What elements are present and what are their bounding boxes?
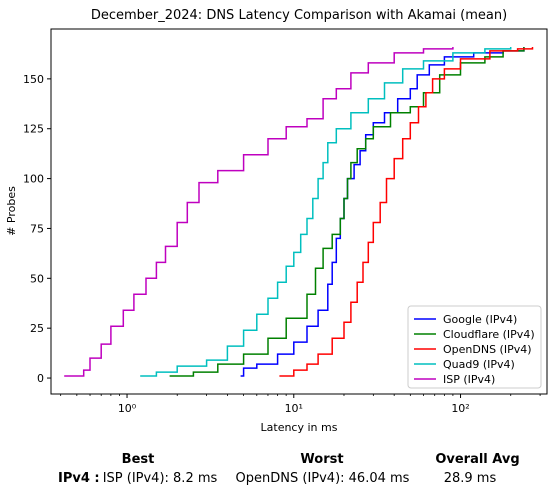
y-tick-label: 25	[30, 322, 44, 335]
y-tick-label: 150	[23, 73, 44, 86]
y-tick-label: 50	[30, 272, 44, 285]
overall-avg-header: Overall Avg	[435, 452, 520, 467]
chart-title: December_2024: DNS Latency Comparison wi…	[91, 8, 507, 23]
best-value: ISP (IPv4): 8.2 ms	[102, 471, 218, 486]
overall-avg-value: 28.9 ms	[443, 471, 497, 486]
legend-label: OpenDNS (IPv4)	[443, 343, 532, 356]
y-tick-label: 75	[30, 222, 44, 235]
x-tick-label: 10²	[451, 402, 469, 415]
x-axis-label: Latency in ms	[261, 421, 338, 434]
legend: Google (IPv4) Cloudflare (IPv4) OpenDNS (I…	[407, 305, 542, 389]
worst-header: Worst	[300, 452, 344, 467]
legend-label: Cloudflare (IPv4)	[443, 328, 535, 341]
legend-label: Quad9 (IPv4)	[443, 358, 515, 371]
legend-label: ISP (IPv4)	[443, 373, 495, 386]
series-line-3	[279, 47, 534, 377]
y-tick-label: 0	[37, 372, 44, 385]
legend-label: Google (IPv4)	[443, 313, 517, 326]
series-line-2	[169, 47, 525, 377]
y-tick-label: 100	[23, 173, 44, 186]
x-tick-label: 10¹	[285, 402, 303, 415]
y-tick-label: 125	[23, 123, 44, 136]
x-tick-label: 10⁰	[118, 402, 137, 415]
y-axis-label: # Probes	[5, 186, 18, 236]
series-line-1	[240, 47, 525, 377]
ipv4-row-label: IPv4 :	[58, 471, 100, 486]
best-header: Best	[121, 452, 155, 467]
series-line-5	[64, 47, 454, 377]
plot-frame	[50, 28, 548, 395]
latency-chart: December_2024: DNS Latency Comparison wi…	[5, 8, 548, 434]
series-line-4	[140, 47, 512, 377]
legend-box	[407, 305, 542, 389]
worst-value: OpenDNS (IPv4): 46.04 ms	[235, 471, 410, 486]
